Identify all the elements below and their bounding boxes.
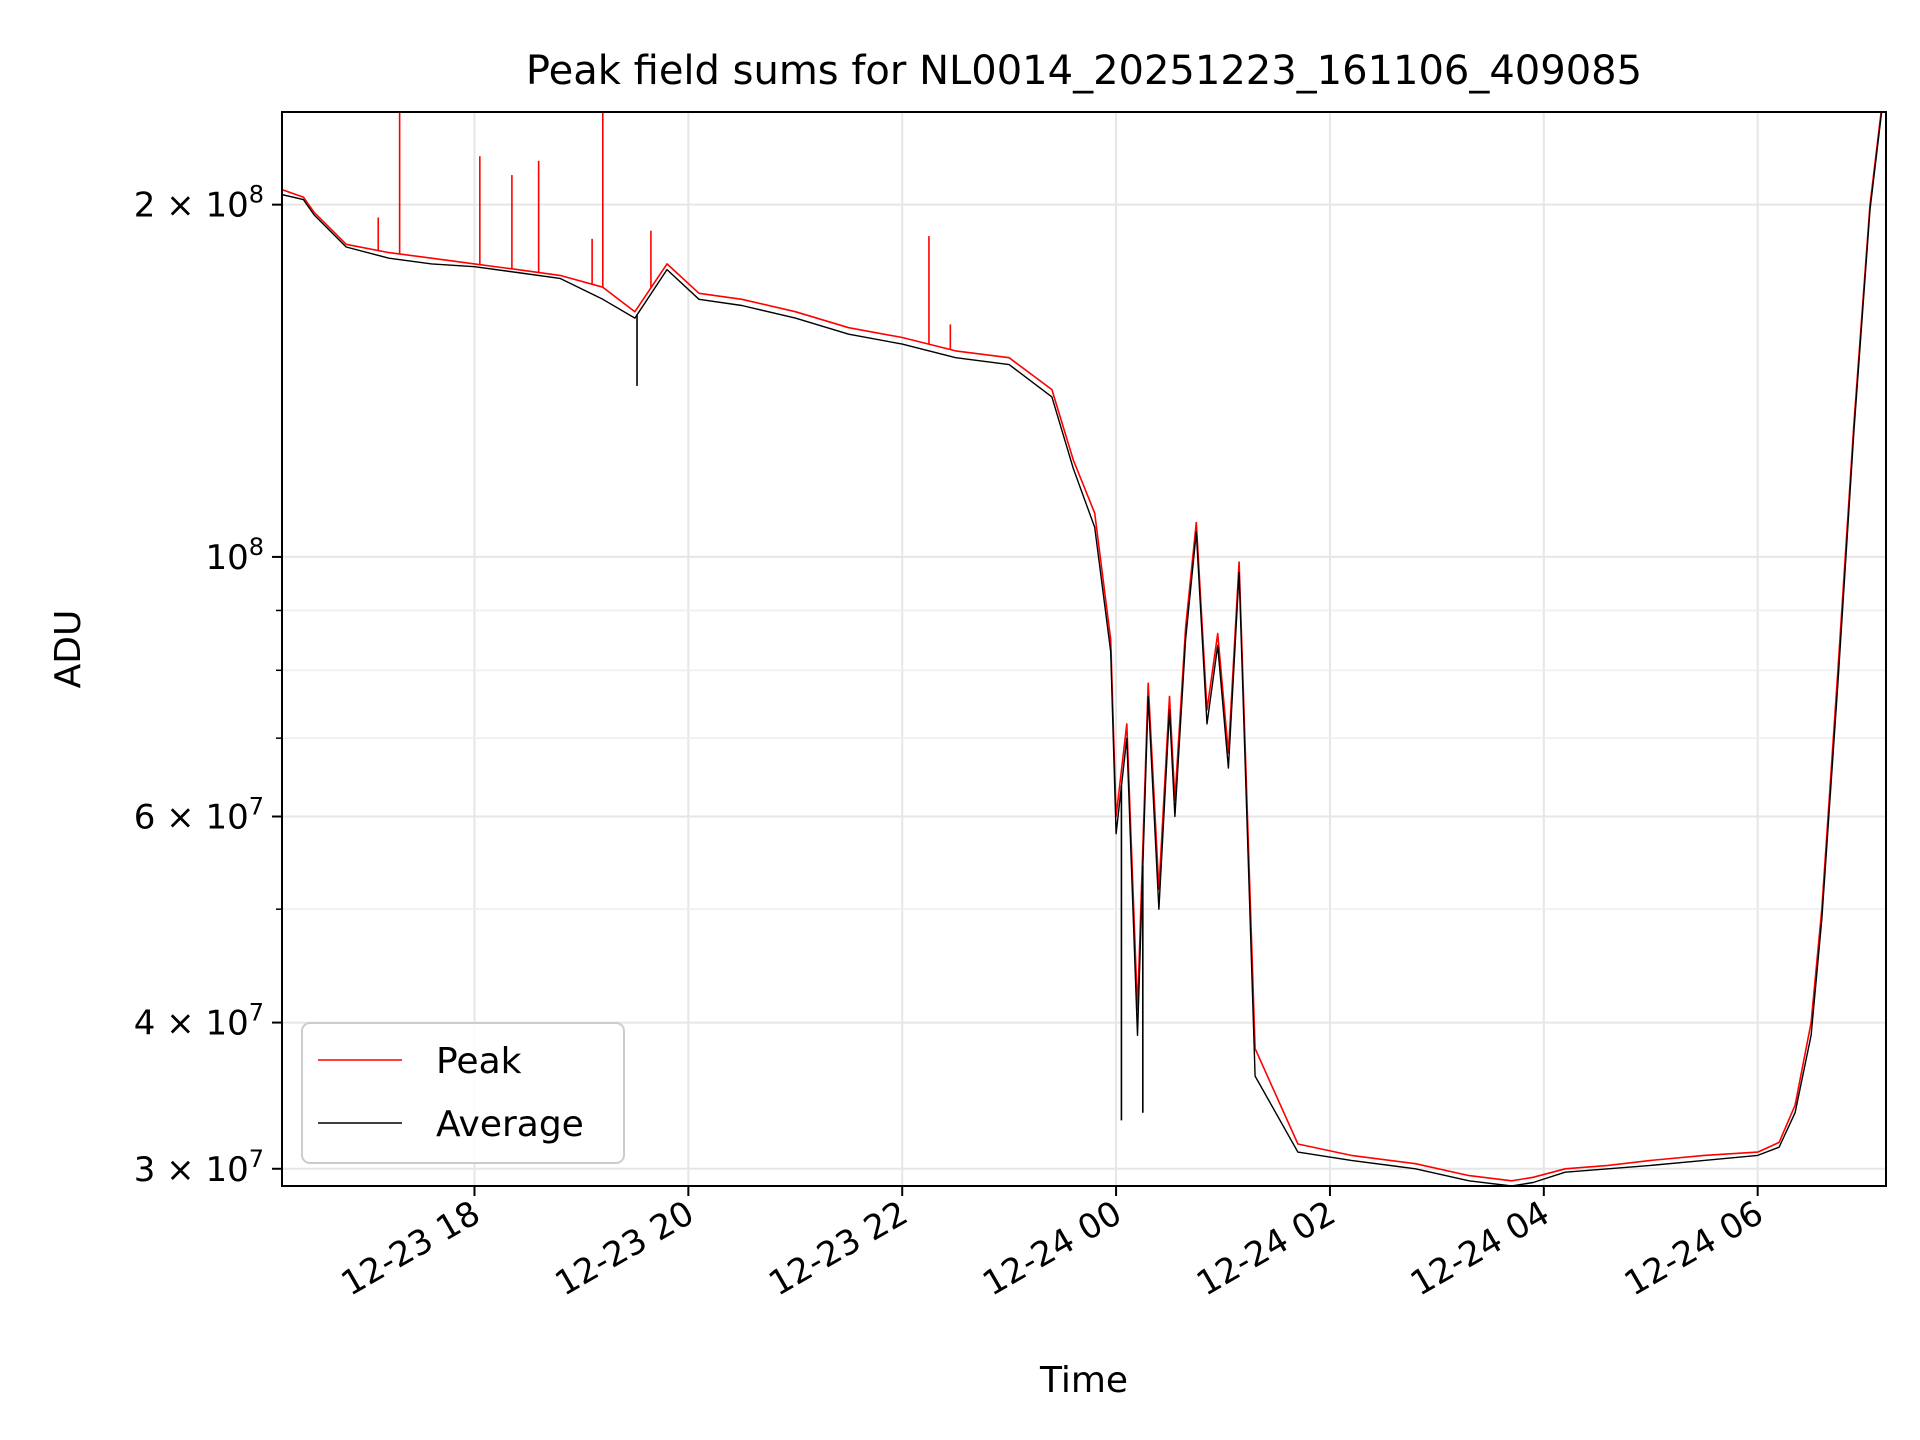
grid — [282, 112, 1886, 1186]
legend-peak-label: Peak — [436, 1041, 522, 1082]
series-line-average — [282, 112, 1883, 1186]
y-axis: 3 × 107 4 × 107 6 × 107 108 2 × 108 — [134, 181, 282, 1190]
y-tick-label: 6 × 107 — [134, 793, 264, 838]
series-line-peak — [282, 112, 1882, 1182]
y-tick-label: 2 × 108 — [134, 181, 264, 226]
y-tick-label: 3 × 107 — [134, 1145, 264, 1190]
x-axis-label: Time — [1039, 1360, 1128, 1401]
series-layer — [282, 112, 1883, 1186]
axes-frame — [281, 111, 1887, 1187]
legend-box — [301, 1022, 625, 1164]
legend: Peak Average — [301, 1022, 625, 1164]
chart-title: Peak field sums for NL0014_20251223_1611… — [526, 48, 1642, 94]
y-tick-label: 108 — [205, 533, 264, 578]
y-axis-label: ADU — [48, 610, 89, 689]
plot-area — [282, 112, 1883, 1186]
legend-average-label: Average — [436, 1104, 584, 1145]
y-tick-label: 4 × 107 — [134, 999, 264, 1044]
